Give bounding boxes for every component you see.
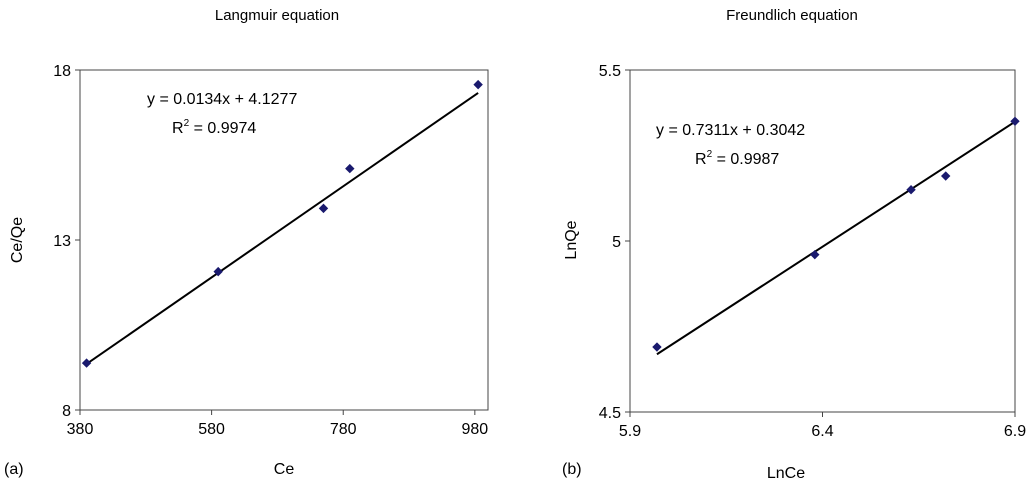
y-axis-label: Ce/Qe [9, 217, 26, 263]
y-tick-label: 18 [53, 63, 71, 80]
data-point [940, 171, 951, 181]
data-point [473, 79, 483, 90]
x-tick-label: 6.4 [811, 423, 833, 440]
r2-value: = 0.9987 [712, 151, 779, 168]
data-point [213, 266, 223, 277]
data-point [1010, 116, 1020, 127]
chart-title: Langmuir equation [215, 7, 339, 24]
trendline [656, 120, 1016, 356]
x-ticks: 380 580 780 980 [67, 410, 488, 438]
chart-title: Freundlich equation [726, 7, 858, 24]
data-points [81, 79, 483, 368]
y-ticks: 8 13 18 [53, 63, 80, 420]
r2-value: = 0.9974 [189, 120, 256, 137]
freundlich-panel: Freundlich equation 4.5 5 5.5 5.9 6.4 6.9 y … [562, 7, 1026, 482]
x-tick-label: 580 [198, 421, 225, 438]
y-axis-label: LnQe [563, 220, 580, 259]
x-axis-label: Ce [274, 461, 295, 478]
x-tick-label: 980 [461, 421, 488, 438]
y-ticks: 4.5 5 5.5 [599, 63, 630, 422]
data-point [345, 163, 355, 174]
x-tick-label: 780 [330, 421, 357, 438]
y-tick-label: 4.5 [599, 405, 621, 422]
y-tick-label: 8 [62, 403, 71, 420]
data-point [81, 358, 92, 368]
trendline [86, 92, 479, 365]
r2-label: R2 = 0.9974 [172, 118, 256, 137]
equation-label: y = 0.0134x + 4.1277 [147, 91, 297, 108]
data-point [906, 184, 916, 195]
data-points [652, 116, 1020, 352]
equation-label: y = 0.7311x + 0.3042 [656, 122, 805, 139]
panel-label-a: (a) [4, 461, 24, 478]
data-point [652, 342, 662, 352]
x-tick-label: 5.9 [619, 423, 641, 440]
r2-prefix: R [172, 120, 184, 137]
r2-exponent: 2 [184, 118, 190, 129]
x-tick-label: 380 [67, 421, 94, 438]
panel-label-b: (b) [562, 461, 582, 478]
r2-exponent: 2 [707, 149, 713, 160]
data-point [810, 249, 820, 260]
data-point [318, 203, 329, 214]
x-ticks: 5.9 6.4 6.9 [619, 412, 1026, 440]
r2-prefix: R [695, 151, 707, 168]
y-tick-label: 5 [612, 234, 621, 251]
r2-label: R2 = 0.9987 [695, 149, 779, 168]
langmuir-panel: Langmuir equation 8 13 18 380 580 780 980 y =… [4, 7, 489, 478]
plot-area [79, 69, 489, 411]
y-tick-label: 5.5 [599, 63, 621, 80]
x-axis-label: LnCe [767, 465, 805, 482]
y-tick-label: 13 [53, 233, 71, 250]
x-tick-label: 6.9 [1004, 423, 1026, 440]
